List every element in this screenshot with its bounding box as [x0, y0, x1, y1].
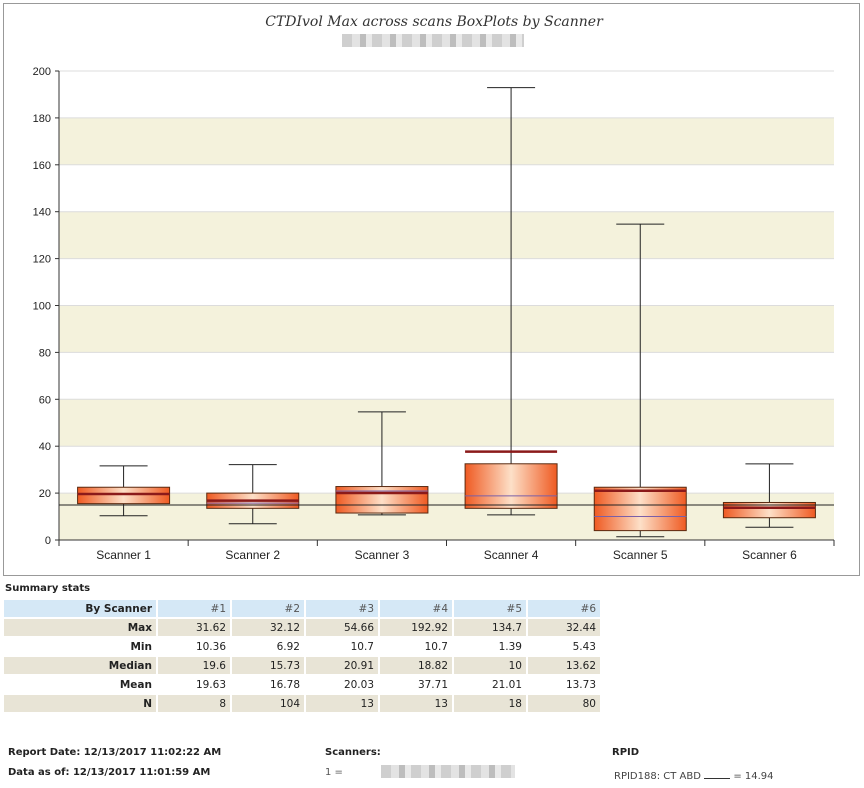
box-3 — [335, 411, 429, 516]
table-cell: 20.03 — [306, 676, 380, 693]
table-cell: 13.73 — [528, 676, 602, 693]
y-tick-label: 180 — [33, 113, 51, 125]
scanner-line: 1 = — [325, 765, 515, 778]
table-cell: 1.39 — [454, 638, 528, 655]
x-tick-label: Scanner 4 — [484, 548, 539, 562]
table-header-cell: #2 — [232, 600, 306, 617]
box-6 — [722, 463, 816, 528]
table-row: Max 31.62 32.12 54.66 192.92 134.7 32.44 — [4, 619, 602, 636]
box-5 — [593, 223, 687, 538]
table-header-cell: #3 — [306, 600, 380, 617]
scanners-label: Scanners: — [325, 747, 381, 758]
box-1 — [77, 465, 171, 517]
chart-frame: CTDIvol Max across scans BoxPlots by Sca… — [3, 3, 860, 576]
y-tick-label: 100 — [33, 301, 51, 313]
x-tick-label: Scanner 5 — [613, 548, 668, 562]
table-cell: 15.73 — [232, 657, 306, 674]
y-tick-label: 200 — [33, 66, 51, 78]
x-tick-label: Scanner 1 — [96, 548, 151, 562]
summary-stats-table: By Scanner #1 #2 #3 #4 #5 #6 Max 31.62 32.12 54.66… — [4, 598, 602, 714]
table-header-cell: #4 — [380, 600, 454, 617]
data-as-of: Data as of: 12/13/2017 11:01:59 AM — [8, 767, 211, 778]
row-label: N — [4, 695, 158, 712]
boxplot-chart: CTDIvol Max across scans BoxPlots by Sca… — [33, 14, 835, 562]
table-cell: 10.36 — [158, 638, 232, 655]
row-label: Mean — [4, 676, 158, 693]
y-tick-label: 80 — [39, 347, 51, 359]
y-tick-label: 0 — [45, 535, 51, 547]
table-cell: 19.6 — [158, 657, 232, 674]
table-cell: 54.66 — [306, 619, 380, 636]
table-cell: 21.01 — [454, 676, 528, 693]
table-cell: 134.7 — [454, 619, 528, 636]
table-cell: 10.7 — [306, 638, 380, 655]
table-row: Mean 19.63 16.78 20.03 37.71 21.01 13.73 — [4, 676, 602, 693]
y-tick-label: 160 — [33, 160, 51, 172]
y-tick-label: 60 — [39, 394, 51, 406]
table-cell: 104 — [232, 695, 306, 712]
table-cell: 10.7 — [380, 638, 454, 655]
table-cell: 18.82 — [380, 657, 454, 674]
plot-band — [59, 493, 834, 540]
table-cell: 6.92 — [232, 638, 306, 655]
row-label: Max — [4, 619, 158, 636]
table-cell: 80 — [528, 695, 602, 712]
x-tick-label: Scanner 3 — [355, 548, 410, 562]
x-tick-label: Scanner 6 — [742, 548, 797, 562]
table-header-cell: #5 — [454, 600, 528, 617]
table-cell: 13 — [380, 695, 454, 712]
table-header-row: By Scanner #1 #2 #3 #4 #5 #6 — [4, 600, 602, 617]
report-date: Report Date: 12/13/2017 11:02:22 AM — [8, 747, 222, 758]
table-row: Min 10.36 6.92 10.7 10.7 1.39 5.43 — [4, 638, 602, 655]
table-cell: 16.78 — [232, 676, 306, 693]
table-row: Median 19.6 15.73 20.91 18.82 10 13.62 — [4, 657, 602, 674]
x-tick-label: Scanner 2 — [225, 548, 280, 562]
table-header-cell: #6 — [528, 600, 602, 617]
rpid-line: RPID188: CT ABD = 14.94 — [614, 769, 774, 782]
plot-band — [59, 211, 834, 259]
box-4 — [464, 87, 558, 516]
table-cell: 37.71 — [380, 676, 454, 693]
redacted-scanner-name — [381, 765, 515, 778]
rpid-label: RPID — [612, 747, 640, 758]
plot-band — [59, 117, 834, 165]
y-tick-label: 40 — [39, 441, 51, 453]
table-row: N 8 104 13 13 18 80 — [4, 695, 602, 712]
row-label: Min — [4, 638, 158, 655]
table-cell: 5.43 — [528, 638, 602, 655]
table-header-cell: #1 — [158, 600, 232, 617]
plot-band — [59, 305, 834, 353]
table-cell: 10 — [454, 657, 528, 674]
table-cell: 13.62 — [528, 657, 602, 674]
iqr-box — [77, 486, 171, 505]
table-cell: 20.91 — [306, 657, 380, 674]
table-cell: 19.63 — [158, 676, 232, 693]
blank-underline — [704, 769, 731, 779]
row-label: Median — [4, 657, 158, 674]
table-cell: 8 — [158, 695, 232, 712]
y-tick-label: 120 — [33, 254, 51, 266]
table-cell: 18 — [454, 695, 528, 712]
table-cell: 31.62 — [158, 619, 232, 636]
iqr-box — [593, 486, 687, 532]
plot-band — [59, 399, 834, 447]
table-cell: 32.12 — [232, 619, 306, 636]
table-cell: 32.44 — [528, 619, 602, 636]
table-header-cell: By Scanner — [4, 600, 158, 617]
iqr-box — [464, 463, 558, 509]
table-cell: 192.92 — [380, 619, 454, 636]
chart-title: CTDIvol Max across scans BoxPlots by Sca… — [265, 14, 604, 30]
redacted-subtitle — [342, 34, 524, 47]
iqr-box — [722, 501, 816, 519]
y-tick-label: 20 — [39, 488, 51, 500]
table-cell: 13 — [306, 695, 380, 712]
summary-label: Summary stats — [5, 583, 91, 594]
y-tick-label: 140 — [33, 207, 51, 219]
